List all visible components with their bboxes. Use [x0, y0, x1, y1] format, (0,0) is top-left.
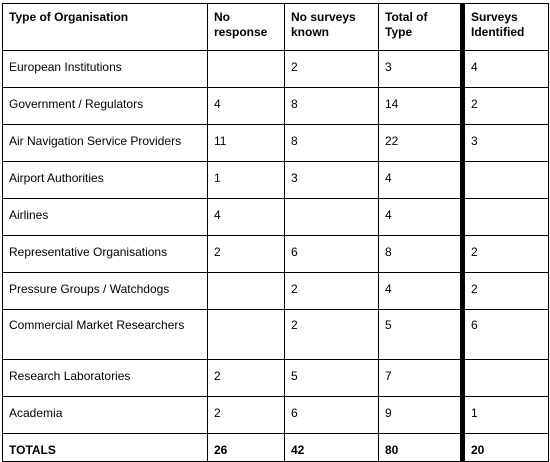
- no-response-cell: [207, 309, 285, 360]
- no-surveys-known-cell: 6: [284, 396, 379, 434]
- surveys-identified-cell: 1: [460, 396, 549, 434]
- total-of-type-cell: 14: [378, 87, 463, 125]
- organisation-cell: Research Laboratories: [2, 359, 208, 397]
- no-surveys-known-cell: 6: [284, 235, 379, 273]
- table-row: Airport Authorities 1 3 4: [2, 161, 549, 199]
- surveys-identified-cell: 2: [460, 87, 549, 125]
- no-response-cell: 11: [207, 124, 285, 162]
- organisation-cell: Government / Regulators: [2, 87, 208, 125]
- table-row: European Institutions 2 3 4: [2, 50, 549, 88]
- no-response-cell: 4: [207, 198, 285, 236]
- organisation-cell: Representative Organisations: [2, 235, 208, 273]
- total-of-type-cell: 5: [378, 309, 463, 360]
- header-row: Type of Organisation No response No surv…: [2, 3, 549, 51]
- organisation-cell: Airport Authorities: [2, 161, 208, 199]
- total-no-response: 26: [207, 433, 285, 462]
- table-row: Air Navigation Service Providers 11 8 22…: [2, 124, 549, 162]
- total-of-type-cell: 4: [378, 198, 463, 236]
- no-surveys-known-cell: 8: [284, 124, 379, 162]
- total-of-type-cell: 4: [378, 161, 463, 199]
- document-page: Type of Organisation No response No surv…: [2, 3, 549, 462]
- no-response-cell: [207, 50, 285, 88]
- totals-row: TOTALS 26 42 80 20: [2, 433, 549, 462]
- table-row: Commercial Market Researchers 2 5 6: [2, 309, 549, 360]
- header-no-surveys-known: No surveys known: [284, 3, 379, 51]
- no-surveys-known-cell: 2: [284, 309, 379, 360]
- header-total-of-type: Total of Type: [378, 3, 463, 51]
- total-of-type-cell: 4: [378, 272, 463, 310]
- header-surveys-identified: Surveys Identified: [460, 3, 549, 51]
- total-no-surveys-known: 42: [284, 433, 379, 462]
- organisation-cell: Pressure Groups / Watchdogs: [2, 272, 208, 310]
- no-response-cell: 4: [207, 87, 285, 125]
- no-surveys-known-cell: 2: [284, 50, 379, 88]
- no-response-cell: 2: [207, 396, 285, 434]
- total-of-type-cell: 7: [378, 359, 463, 397]
- no-response-cell: 2: [207, 235, 285, 273]
- organisation-cell: Air Navigation Service Providers: [2, 124, 208, 162]
- surveys-identified-cell: 6: [460, 309, 549, 360]
- table-row: Research Laboratories 2 5 7: [2, 359, 549, 397]
- no-surveys-known-cell: 2: [284, 272, 379, 310]
- surveys-identified-cell: 4: [460, 50, 549, 88]
- surveys-identified-cell: [460, 161, 549, 199]
- organisation-cell: Airlines: [2, 198, 208, 236]
- surveys-identified-cell: 2: [460, 272, 549, 310]
- totals-label: TOTALS: [2, 433, 208, 462]
- no-surveys-known-cell: 8: [284, 87, 379, 125]
- total-of-type-cell: 8: [378, 235, 463, 273]
- total-of-type-cell: 3: [378, 50, 463, 88]
- header-no-response: No response: [207, 3, 285, 51]
- no-surveys-known-cell: 3: [284, 161, 379, 199]
- no-surveys-known-cell: [284, 198, 379, 236]
- no-response-cell: 2: [207, 359, 285, 397]
- table-row: Pressure Groups / Watchdogs 2 4 2: [2, 272, 549, 310]
- total-of-type-cell: 9: [378, 396, 463, 434]
- total-of-type-cell: 22: [378, 124, 463, 162]
- organisation-cell: Commercial Market Researchers: [2, 309, 208, 360]
- no-response-cell: 1: [207, 161, 285, 199]
- total-of-type: 80: [378, 433, 463, 462]
- table-row: Representative Organisations 2 6 8 2: [2, 235, 549, 273]
- organisation-survey-table: Type of Organisation No response No surv…: [2, 3, 549, 462]
- surveys-identified-cell: [460, 359, 549, 397]
- total-surveys-identified: 20: [460, 433, 549, 462]
- no-surveys-known-cell: 5: [284, 359, 379, 397]
- table-row: Government / Regulators 4 8 14 2: [2, 87, 549, 125]
- table-row: Academia 2 6 9 1: [2, 396, 549, 434]
- surveys-identified-cell: 3: [460, 124, 549, 162]
- surveys-identified-cell: [460, 198, 549, 236]
- organisation-cell: Academia: [2, 396, 208, 434]
- surveys-identified-cell: 2: [460, 235, 549, 273]
- no-response-cell: [207, 272, 285, 310]
- table-row: Airlines 4 4: [2, 198, 549, 236]
- header-type-of-organisation: Type of Organisation: [2, 3, 208, 51]
- organisation-cell: European Institutions: [2, 50, 208, 88]
